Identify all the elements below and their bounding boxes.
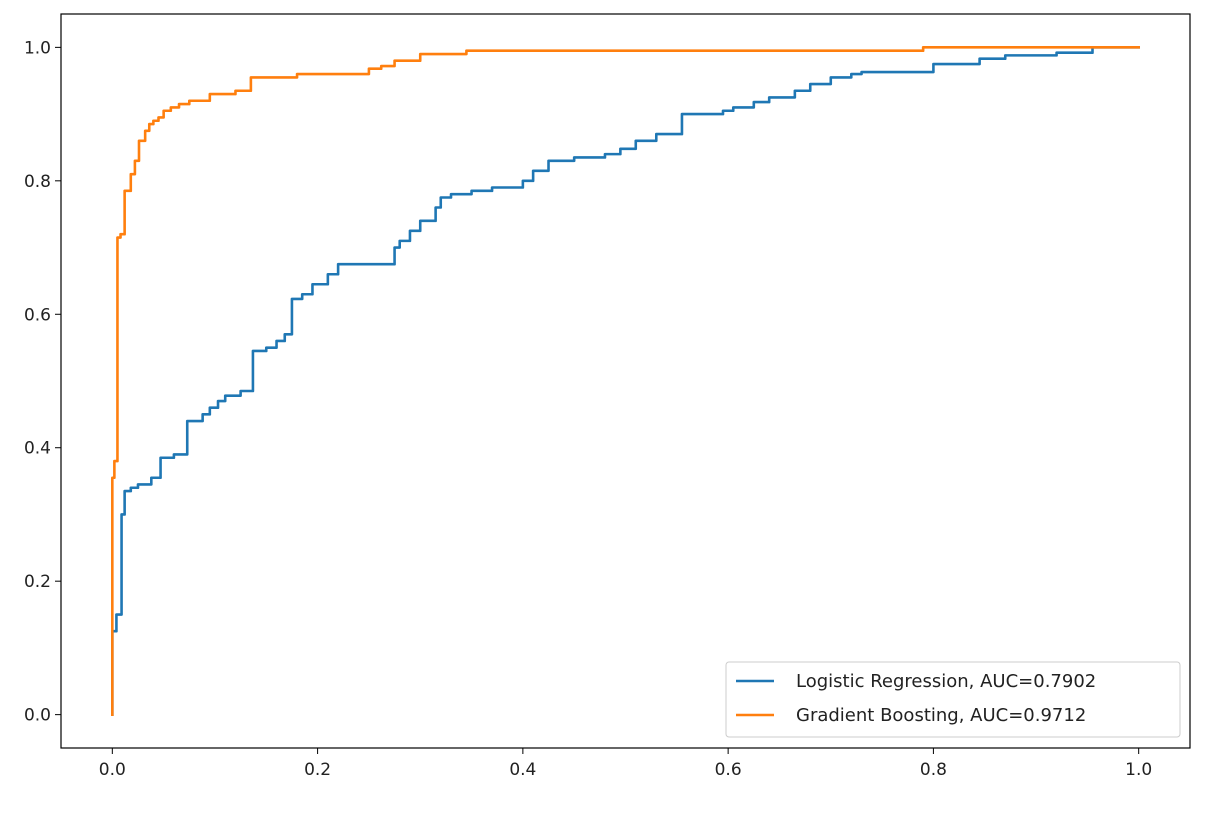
x-tick-label: 0.2: [304, 760, 331, 780]
x-axis: 0.0 0.2 0.4 0.6 0.8 1.0: [99, 748, 1152, 780]
x-tick-label: 0.6: [715, 760, 742, 780]
y-tick-label: 0.2: [24, 572, 51, 592]
x-tick-label: 1.0: [1125, 760, 1152, 780]
legend: Logistic Regression, AUC=0.7902 Gradient …: [725, 661, 1181, 738]
x-tick-label: 0.0: [99, 760, 126, 780]
y-tick-label: 1.0: [24, 38, 51, 58]
plot-frame: [60, 13, 1191, 749]
legend-box: [725, 661, 1181, 738]
y-tick-label: 0.6: [24, 305, 51, 325]
series-line-0: [111, 46, 1140, 716]
y-tick-label: 0.0: [24, 706, 51, 726]
y-tick-label: 0.4: [24, 439, 51, 459]
y-tick-label: 0.8: [24, 172, 51, 192]
legend-label-0: Logistic Regression, AUC=0.7902: [796, 671, 1096, 692]
x-tick-label: 0.8: [920, 760, 947, 780]
series-line-1: [111, 46, 1140, 716]
legend-label-1: Gradient Boosting, AUC=0.9712: [796, 705, 1086, 726]
x-tick-label: 0.4: [509, 760, 536, 780]
y-axis: 0.0 0.2 0.4 0.6 0.8 1.0: [24, 38, 61, 726]
series-lines: [111, 46, 1140, 716]
